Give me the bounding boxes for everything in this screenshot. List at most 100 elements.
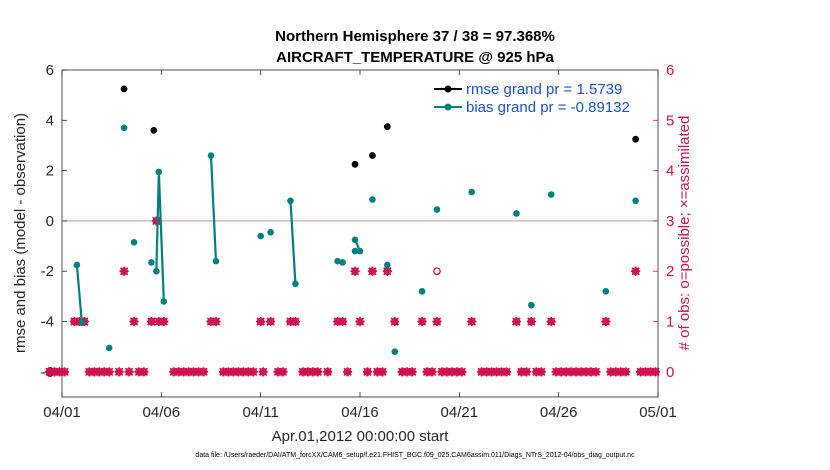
bias-point: [78, 319, 86, 327]
bias-point: [155, 168, 163, 176]
obs-assimilated-point: [501, 367, 512, 377]
obs-assimilated-point: [397, 367, 407, 377]
plot-frame: [61, 69, 659, 398]
obs-assimilated-point: [54, 367, 65, 377]
bias-point: [287, 197, 294, 205]
obs-assimilated-point: [134, 367, 144, 377]
obs-assimilated-point: [114, 367, 124, 377]
bias-point: [120, 124, 128, 132]
obs-assimilated-point: [482, 367, 492, 377]
obs-assimilated-point: [350, 266, 360, 276]
obs-assimilated-point: [621, 367, 631, 377]
obs-assimilated-point: [362, 367, 373, 377]
chart-title-line2: AIRCRAFT_TEMPERATURE @ 925 hPa: [276, 49, 554, 66]
obs-assimilated-point: [521, 367, 531, 377]
obs-assimilated-point: [243, 367, 253, 377]
bias-point: [339, 259, 346, 266]
obs-assimilated-point: [84, 367, 94, 377]
obs-assimilated-point: [189, 367, 199, 377]
obs-assimilated-point: [432, 316, 442, 327]
bias-point: [351, 247, 359, 255]
obs-assimilated-point: [516, 367, 527, 377]
obs-assimilated-point: [342, 367, 353, 377]
obs-assimilated-point: [390, 316, 400, 327]
y-right-tick-label: 4: [666, 163, 674, 180]
obs-assimilated-point: [278, 367, 288, 377]
obs-assimilated-point: [184, 367, 194, 377]
rmse-point: [351, 160, 359, 168]
legend-bias-label: bias grand pr = -0.89132: [466, 99, 630, 116]
obs-assimilated-point: [119, 266, 129, 276]
obs-assimilated-point: [338, 316, 348, 327]
obs-assimilated-point: [576, 367, 586, 377]
chart-title-line1: Northern Hemisphere 37 / 38 = 97.368%: [275, 28, 555, 45]
obs-assimilated-point: [581, 367, 591, 377]
x-tick-label: 04/21: [441, 404, 479, 421]
obs-assimilated-point: [206, 316, 216, 327]
bias-point: [356, 247, 364, 255]
obs-assimilated-point: [44, 367, 55, 377]
obs-assimilated-point: [566, 367, 576, 377]
y-axis-label-right: # of obs: o=possible; ×=assimilated: [676, 116, 693, 351]
obs-assimilated-point: [69, 316, 80, 327]
x-tick-label: 04/11: [242, 404, 278, 421]
bias-point: [334, 257, 341, 265]
x-axis-ticks: 04/01 04/06 04/11 04/16 04/21 04/26 05/01: [43, 70, 677, 421]
bias-line-segment: [75, 264, 83, 323]
obs-assimilated-point: [407, 367, 417, 377]
obs-assimilated-point: [551, 367, 561, 377]
obs-assimilated-point: [273, 367, 283, 377]
bias-point: [602, 288, 610, 295]
obs-assimilated-point: [94, 367, 104, 377]
obs-assimilated-point: [139, 367, 149, 377]
obs-assimilated-point: [571, 367, 581, 377]
y-axis-label-left: rmse and bias (model - observation): [12, 113, 29, 353]
obs-assimilated-point: [511, 316, 522, 327]
obs-assimilated-point: [591, 367, 601, 377]
obs-assimilated-point: [442, 367, 452, 377]
obs-assimilated-point: [303, 367, 313, 377]
obs-assimilated-point: [174, 367, 184, 377]
obs-assimilated-point: [89, 367, 99, 377]
obs-assimilated-point: [606, 367, 616, 377]
bias-point: [105, 344, 113, 352]
obs-assimilated-point: [146, 316, 156, 327]
bias-point: [148, 259, 155, 266]
obs-assimilated-point: [650, 367, 661, 377]
x-tick-label: 04/16: [341, 404, 379, 421]
obs-assimilated-point: [211, 316, 221, 327]
y-right-tick-label: 2: [666, 263, 674, 280]
bias-point: [632, 197, 639, 205]
obs-assimilated-point: [586, 367, 596, 377]
obs-assimilated-point: [256, 316, 266, 327]
obs-assimilated-point: [151, 216, 161, 226]
obs-assimilated-point: [427, 367, 437, 377]
bias-point: [160, 298, 168, 305]
rmse-point: [150, 126, 158, 134]
rmse-series: [120, 85, 640, 168]
obs-assimilated-point: [636, 367, 646, 377]
legend-bias-marker: [444, 103, 452, 111]
obs-assimilated-point: [417, 316, 427, 327]
obs-assimilated-point: [546, 316, 556, 327]
y-right-tick-label: 3: [666, 213, 674, 230]
obs-assimilated-point: [631, 266, 641, 276]
bias-point: [207, 152, 215, 159]
bias-point: [468, 188, 476, 196]
obs-assimilated-point: [561, 367, 571, 377]
obs-assimilated-point: [104, 367, 114, 377]
legend-rmse-label: rmse grand pr = 1.5739: [466, 81, 622, 98]
obs-assimilated-point: [402, 367, 412, 377]
obs-assimilated-point: [238, 367, 248, 377]
y-left-tick-label: -4: [41, 314, 54, 331]
bias-point: [384, 261, 391, 269]
obs-assimilated-point: [154, 316, 164, 327]
obs-assimilated-point: [169, 367, 179, 377]
obs-assimilated-point: [526, 316, 536, 327]
y-right-tick-label: 5: [666, 112, 674, 129]
obs-assimilated-point: [372, 367, 382, 377]
obs-assimilated-point: [193, 367, 204, 377]
obs-assimilated-point: [487, 367, 497, 377]
bias-line-segment: [209, 155, 218, 262]
bias-point: [212, 257, 220, 265]
